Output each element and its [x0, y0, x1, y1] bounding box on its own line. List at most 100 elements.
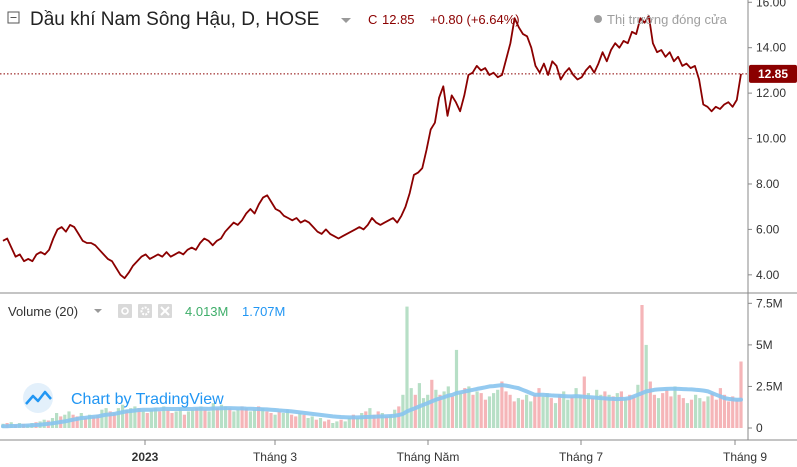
- volume-bar: [739, 361, 743, 428]
- volume-bar: [516, 398, 520, 428]
- volume-bar: [121, 404, 125, 428]
- volume-menu-chevron-down-icon[interactable]: [94, 309, 102, 313]
- eye-icon-pupil: [121, 307, 129, 315]
- volume-ma-line: [1, 383, 743, 429]
- volume-bar: [376, 411, 380, 428]
- volume-bar: [487, 396, 492, 428]
- volume-bar: [182, 414, 186, 428]
- volume-bar: [578, 394, 582, 428]
- volume-bar: [677, 394, 681, 428]
- volume-bar: [195, 408, 199, 428]
- volume-bar: [483, 399, 487, 428]
- volume-bar: [570, 396, 574, 428]
- volume-bar: [553, 403, 558, 428]
- volume-bar: [125, 409, 129, 428]
- volume-legend: Volume (20) 4.013M 1.707M: [8, 304, 285, 319]
- volume-bar: [397, 406, 401, 428]
- volume-bar: [710, 393, 714, 428]
- volume-bar: [669, 396, 673, 428]
- volume-bar: [471, 394, 475, 428]
- volume-bar: [133, 406, 137, 428]
- volume-bar: [438, 394, 442, 428]
- volume-bar: [714, 399, 718, 428]
- volume-bar: [591, 398, 595, 428]
- volume-bar: [426, 394, 430, 428]
- volume-bar: [141, 411, 145, 428]
- volume-bar: [228, 408, 232, 428]
- volume-bar: [595, 389, 599, 428]
- volume-bar: [727, 401, 731, 428]
- volume-bar: [129, 408, 133, 428]
- volume-bar: [706, 396, 710, 428]
- volume-bar: [562, 391, 566, 428]
- volume-bar: [640, 305, 644, 428]
- volume-bar: [252, 409, 257, 428]
- volume-axis-ticks: 0 2.5M 5M 7.5M: [748, 296, 783, 435]
- volume-bar: [240, 406, 244, 428]
- volume-bar: [689, 399, 694, 428]
- volume-bar: [421, 398, 426, 428]
- price-tick-label: 12.00: [756, 86, 786, 100]
- volume-bar: [215, 408, 219, 428]
- last-price-tag: 12.85: [749, 64, 797, 83]
- volume-bar: [694, 394, 698, 428]
- time-tick-label: Tháng 3: [253, 450, 297, 464]
- volume-bar: [512, 401, 516, 428]
- volume-bar: [698, 398, 702, 428]
- last-price-tag-box: [749, 64, 797, 83]
- volume-bar: [298, 413, 302, 428]
- volume-bar: [735, 399, 739, 428]
- volume-bar: [401, 394, 405, 428]
- volume-bar: [269, 413, 273, 428]
- volume-bar: [277, 411, 281, 428]
- volume-bar: [343, 421, 347, 428]
- volume-bar: [681, 398, 685, 428]
- volume-bar: [364, 411, 368, 428]
- volume-bar: [380, 413, 384, 428]
- eye-icon[interactable]: [118, 304, 132, 318]
- time-axis-ticks: 2023 Tháng 3 Tháng Năm Tháng 7 Tháng 9: [132, 440, 767, 464]
- price-series-line: [2, 14, 742, 280]
- close-value: 12.85: [382, 12, 415, 27]
- volume-bar: [722, 394, 727, 428]
- volume-bar: [88, 414, 92, 428]
- volume-bar: [479, 393, 483, 428]
- volume-bar: [603, 391, 607, 428]
- volume-bar: [302, 414, 306, 428]
- volume-bar: [454, 349, 459, 428]
- volume-bar: [351, 414, 355, 428]
- volume-bar: [541, 396, 545, 428]
- volume-bar: [199, 406, 203, 428]
- volume-bar: [388, 414, 393, 428]
- volume-bar: [619, 391, 623, 428]
- price-tick-label: 8.00: [756, 177, 780, 191]
- volume-bar: [656, 398, 661, 428]
- volume-bar: [244, 408, 248, 428]
- symbol-title[interactable]: Dầu khí Nam Sông Hậu, D, HOSE: [30, 9, 319, 30]
- symbol-menu-chevron-down-icon[interactable]: [341, 18, 351, 23]
- tradingview-logo-cloud-icon: [23, 383, 53, 413]
- price-pane: [0, 14, 748, 280]
- settings-gear-icon[interactable]: [138, 304, 152, 318]
- volume-bar: [665, 389, 669, 428]
- watermark-text: Chart by TradingView: [71, 391, 224, 408]
- volume-bar: [731, 396, 735, 428]
- volume-bar: [273, 414, 277, 428]
- volume-bar: [104, 408, 108, 428]
- volume-bar: [549, 398, 553, 428]
- volume-bar: [285, 409, 290, 428]
- tradingview-watermark[interactable]: Chart by TradingView: [23, 383, 224, 413]
- volume-bar: [652, 394, 656, 428]
- volume-study-title[interactable]: Volume (20): [8, 304, 78, 319]
- price-tick-label: 14.00: [756, 41, 786, 55]
- volume-bar: [137, 408, 141, 428]
- volume-bar: [529, 401, 533, 428]
- price-tick-label: 6.00: [756, 222, 780, 236]
- volume-bar: [496, 389, 500, 428]
- time-tick-label: 2023: [132, 450, 159, 464]
- volume-bar: [211, 403, 215, 428]
- remove-close-icon[interactable]: [158, 304, 172, 318]
- volume-bar: [632, 396, 636, 428]
- volume-bar: [347, 418, 351, 428]
